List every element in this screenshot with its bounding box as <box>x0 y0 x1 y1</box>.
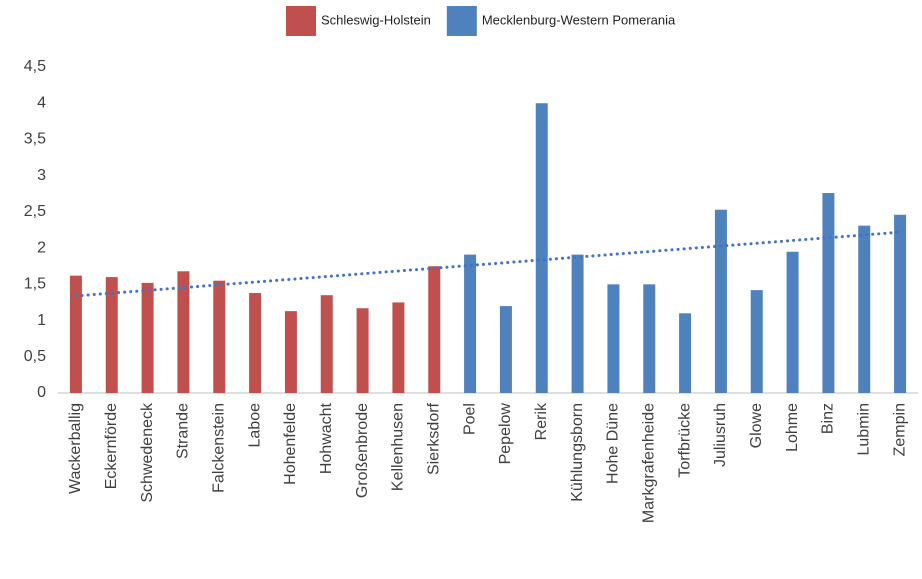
x-tick-label: Kühlungsborn <box>569 403 586 502</box>
x-tick-label: Schwedeneck <box>139 402 156 503</box>
bar <box>499 306 512 393</box>
y-tick-label: 1 <box>37 312 46 329</box>
bar <box>284 311 297 393</box>
y-tick-label: 0,5 <box>24 348 46 365</box>
x-tick-label: Hohenfelde <box>282 403 299 485</box>
y-tick-label: 4,5 <box>24 58 46 75</box>
bar <box>607 284 620 393</box>
y-tick-label: 3 <box>37 167 46 184</box>
bar <box>464 254 477 393</box>
bar <box>571 254 584 393</box>
bar <box>249 293 262 393</box>
y-tick-label: 4 <box>37 94 46 111</box>
legend-swatch <box>446 6 477 36</box>
x-tick-label: Pepelow <box>497 403 514 465</box>
x-tick-label: Sierksdorf <box>425 402 442 475</box>
x-tick-label: Torfbrücke <box>676 403 693 478</box>
x-tick-label: Großenbrode <box>354 403 371 498</box>
legend-label: Mecklenburg-Western Pomerania <box>482 12 676 27</box>
bar <box>750 290 763 393</box>
x-tick-label: Binz <box>820 403 837 434</box>
x-tick-label: Zempin <box>891 403 908 456</box>
y-tick-label: 0 <box>37 384 46 401</box>
bar <box>858 225 871 393</box>
x-tick-label: Poel <box>461 403 478 435</box>
x-tick-label: Hohwacht <box>318 402 335 474</box>
bar <box>105 277 118 393</box>
x-tick-label: Kellenhusen <box>390 403 407 491</box>
bar <box>392 302 405 393</box>
bar <box>679 313 692 393</box>
bar <box>69 275 82 393</box>
x-tick-label: Glowe <box>748 403 765 448</box>
x-tick-label: Laboe <box>246 403 263 448</box>
bar <box>786 251 799 393</box>
x-tick-label: Eckernförde <box>103 403 120 489</box>
y-tick-label: 3,5 <box>24 131 46 148</box>
bar <box>894 214 907 393</box>
x-tick-label: Strande <box>175 403 192 459</box>
bar <box>356 308 369 393</box>
bar <box>714 209 727 393</box>
bar <box>177 271 190 393</box>
bar <box>213 280 226 393</box>
bar <box>643 284 656 393</box>
x-tick-label: Lubmin <box>855 403 872 455</box>
legend-swatch <box>286 6 316 36</box>
x-tick-label: Juliusruh <box>712 403 729 467</box>
bar <box>320 295 333 393</box>
trendline <box>74 230 902 298</box>
y-tick-label: 1,5 <box>24 276 46 293</box>
x-tick-label: Falckenstein <box>210 403 227 493</box>
x-tick-label: Lohme <box>784 403 801 452</box>
x-tick-label: Wackerballig <box>67 403 84 494</box>
x-tick-label: Rerik <box>533 402 550 440</box>
bar <box>822 193 835 393</box>
x-tick-label: Hohe Düne <box>605 403 622 484</box>
bar <box>428 266 441 393</box>
bar <box>141 282 154 393</box>
bar <box>535 103 548 393</box>
x-tick-label: Markgrafenheide <box>640 403 657 523</box>
legend-label: Schleswig-Holstein <box>321 12 431 27</box>
y-tick-label: 2,5 <box>24 203 46 220</box>
y-tick-label: 2 <box>37 239 46 256</box>
